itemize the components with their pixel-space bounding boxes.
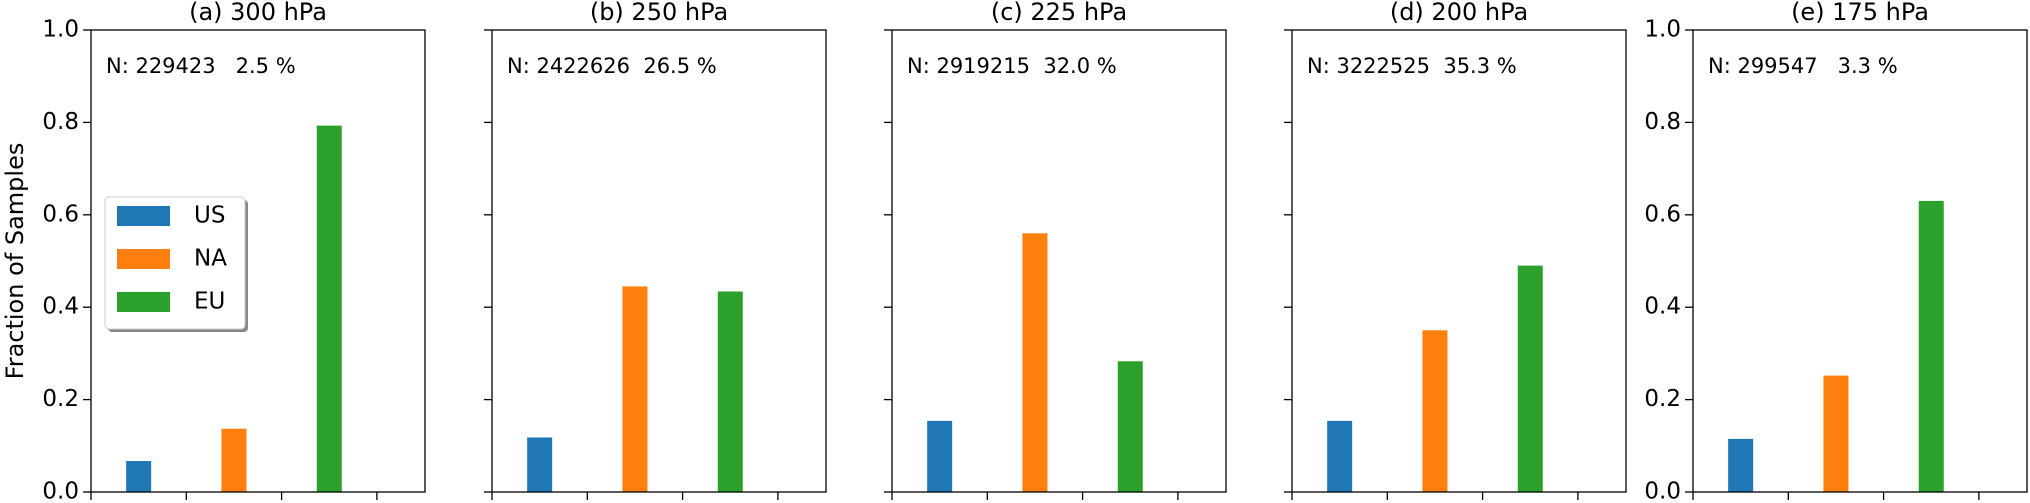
annotation: N: 229423 2.5 % xyxy=(106,54,296,78)
panel-title: (e) 175 hPa xyxy=(1791,0,1929,26)
legend-label: NA xyxy=(194,246,227,272)
y-tick-label: 0.4 xyxy=(1644,294,1681,320)
axes-frame xyxy=(1291,29,1627,493)
axes-frame xyxy=(891,29,1227,493)
bar xyxy=(1517,265,1543,492)
legend-swatch xyxy=(117,292,170,312)
y-tick-label: 0.0 xyxy=(42,479,79,503)
bar xyxy=(126,461,152,492)
bar xyxy=(927,420,953,492)
axes-frame xyxy=(90,29,426,493)
y-tick-label: 0.0 xyxy=(1644,479,1681,503)
bar xyxy=(1022,233,1048,492)
axes-frame xyxy=(1692,29,2028,493)
y-tick-label: 0.4 xyxy=(42,294,79,320)
bar xyxy=(1117,361,1143,492)
panel-title: (a) 300 hPa xyxy=(189,0,327,26)
bar xyxy=(221,428,247,492)
bar xyxy=(1823,375,1849,492)
bar xyxy=(1327,420,1353,492)
y-tick-label: 0.8 xyxy=(1644,109,1681,135)
legend-label: US xyxy=(194,203,225,229)
bar xyxy=(717,291,743,492)
legend-swatch xyxy=(117,249,170,269)
y-tick-label: 0.2 xyxy=(42,386,79,412)
y-tick-label: 1.0 xyxy=(1644,17,1681,43)
y-tick-label: 0.6 xyxy=(42,201,79,227)
bar xyxy=(1422,330,1448,492)
bar xyxy=(1918,200,1944,492)
annotation: N: 2422626 26.5 % xyxy=(507,54,717,78)
bar xyxy=(622,286,648,492)
annotation: N: 3222525 35.3 % xyxy=(1307,54,1517,78)
annotation: N: 2919215 32.0 % xyxy=(907,54,1117,78)
y-tick-label: 0.8 xyxy=(42,109,79,135)
y-axis-label: Fraction of Samples xyxy=(1,143,29,380)
legend-label: EU xyxy=(194,289,225,315)
annotation: N: 299547 3.3 % xyxy=(1708,54,1898,78)
y-tick-label: 0.6 xyxy=(1644,201,1681,227)
panel-title: (b) 250 hPa xyxy=(590,0,728,26)
bar xyxy=(1728,438,1754,492)
panel-title: (c) 225 hPa xyxy=(991,0,1127,26)
y-tick-label: 1.0 xyxy=(42,17,79,43)
axes-frame xyxy=(491,29,827,493)
bar xyxy=(527,437,553,492)
panel-title: (d) 200 hPa xyxy=(1390,0,1528,26)
y-tick-label: 0.2 xyxy=(1644,386,1681,412)
legend-swatch xyxy=(117,206,170,226)
bar xyxy=(316,125,342,492)
